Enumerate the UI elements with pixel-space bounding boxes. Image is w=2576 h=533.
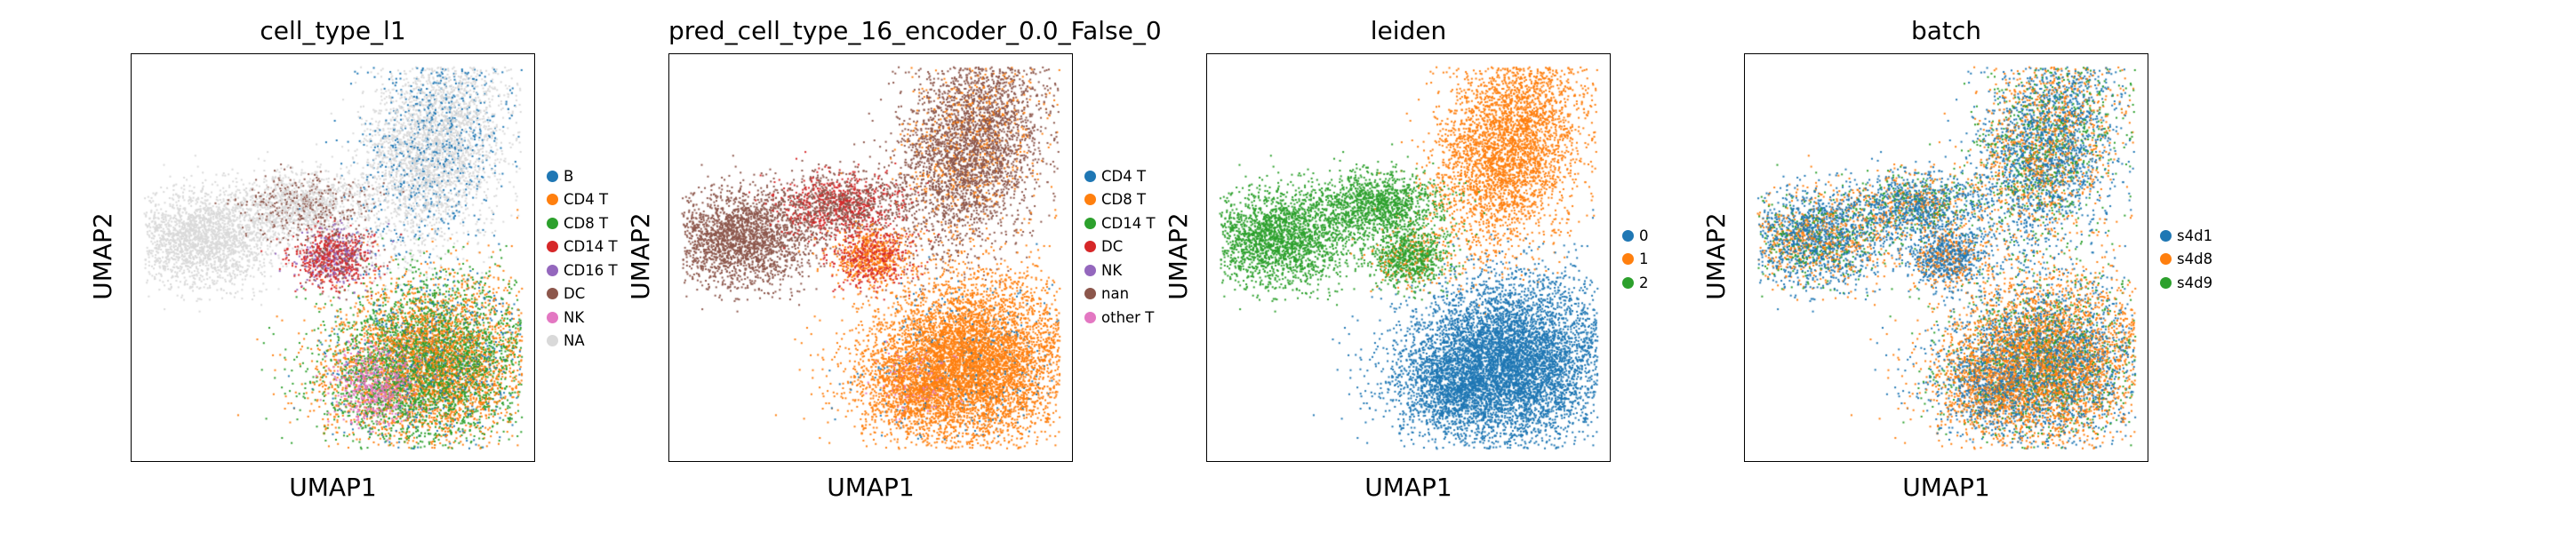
legend-item: other T: [1084, 306, 1156, 330]
legend-item: s4d8: [2160, 248, 2212, 272]
scatter-points: [132, 54, 533, 460]
umap-panel-batch: batch UMAP2 UMAP1 s4d1 s4d8 s4d9: [1700, 16, 2212, 502]
legend-swatch: [1084, 217, 1096, 229]
legend-item: 2: [1622, 271, 1649, 295]
legend-swatch: [1084, 170, 1096, 182]
legend-swatch: [547, 288, 558, 300]
legend-label: DC: [1101, 238, 1124, 256]
legend-swatch: [1622, 276, 1634, 289]
legend-swatch: [2160, 229, 2172, 242]
umap-panel-pred-cell-type: pred_cell_type_16_encoder_0.0_False_0 UM…: [0, 0, 1162, 533]
legend-label: s4d8: [2177, 251, 2213, 268]
legend-label: CD8 T: [564, 214, 609, 232]
legend-label: NK: [564, 308, 585, 326]
legend-swatch: [1622, 229, 1634, 242]
legend-item: NK: [1084, 259, 1156, 282]
x-axis-label: UMAP1: [1364, 473, 1452, 502]
legend-item: nan: [1084, 282, 1156, 306]
legend-item: 0: [1622, 224, 1649, 248]
legend-label: 2: [1639, 274, 1649, 291]
plot-title: batch: [1910, 16, 1982, 45]
legend-label: s4d9: [2177, 274, 2213, 291]
legend: B CD4 T CD8 T CD14 T CD16 T DC NK NA: [547, 164, 618, 353]
legend-item: CD4 T: [547, 188, 618, 212]
legend-item: CD8 T: [547, 211, 618, 235]
legend-swatch: [1084, 288, 1096, 300]
legend: 0 1 2: [1622, 224, 1649, 295]
legend-label: nan: [1101, 285, 1130, 303]
legend-label: CD14 T: [1101, 214, 1156, 232]
legend-swatch: [1084, 194, 1096, 206]
legend-label: NA: [564, 332, 585, 350]
x-axis-label: UMAP1: [1902, 473, 1990, 502]
legend-label: CD16 T: [564, 261, 618, 279]
legend-item: CD14 T: [547, 235, 618, 259]
scatter-plot-area: [131, 53, 535, 462]
legend-label: 0: [1639, 227, 1649, 244]
legend-swatch: [1084, 264, 1096, 276]
legend-label: B: [564, 167, 574, 185]
legend-item: CD16 T: [547, 259, 618, 282]
legend-swatch: [547, 194, 558, 206]
legend-item: CD8 T: [1084, 188, 1156, 212]
legend-item: B: [547, 164, 618, 188]
legend-swatch: [547, 311, 558, 323]
legend-label: s4d1: [2177, 227, 2213, 244]
legend-label: other T: [1101, 308, 1155, 326]
legend-label: DC: [564, 285, 586, 303]
legend-item: 1: [1622, 248, 1649, 272]
legend-swatch: [547, 264, 558, 276]
legend-swatch: [2160, 253, 2172, 266]
legend-label: 1: [1639, 251, 1649, 268]
legend-swatch: [1622, 253, 1634, 266]
umap-panel-cell-type: cell_type_l1 UMAP2 UMAP1 B CD4 T CD8 T CD14…: [0, 0, 618, 533]
legend-item: CD4 T: [1084, 164, 1156, 188]
scatter-points: [1745, 54, 2147, 460]
legend: s4d1 s4d8 s4d9: [2160, 224, 2212, 295]
scatter-points: [1207, 54, 1609, 460]
x-axis-label: UMAP1: [827, 473, 915, 502]
legend-swatch: [1084, 241, 1096, 253]
y-axis-label: UMAP2: [1700, 212, 1731, 300]
legend-swatch: [547, 170, 558, 182]
legend-swatch: [547, 241, 558, 253]
scatter-plot-area: [1744, 53, 2148, 462]
legend-swatch: [1084, 311, 1096, 323]
legend-label: NK: [1101, 261, 1123, 279]
legend-label: CD8 T: [1101, 191, 1147, 209]
legend-item: NA: [547, 330, 618, 354]
legend-item: s4d9: [2160, 271, 2212, 295]
legend-item: s4d1: [2160, 224, 2212, 248]
legend-item: NK: [547, 306, 618, 330]
legend-label: CD4 T: [564, 191, 609, 209]
legend-swatch: [547, 217, 558, 229]
legend-item: DC: [1084, 235, 1156, 259]
scatter-plot-area: [1206, 53, 1611, 462]
legend-item: DC: [547, 282, 618, 306]
legend-swatch: [2160, 276, 2172, 289]
legend: CD4 T CD8 T CD14 T DC NK nan other T: [1084, 164, 1156, 330]
plot-title: leiden: [1370, 16, 1447, 45]
x-axis-label: UMAP1: [289, 473, 377, 502]
legend-swatch: [547, 335, 558, 347]
scatter-points: [669, 54, 1071, 460]
plot-title: cell_type_l1: [260, 16, 406, 45]
legend-label: CD14 T: [564, 238, 618, 256]
legend-label: CD4 T: [1101, 167, 1147, 185]
scatter-plot-area: [668, 53, 1073, 462]
legend-item: CD14 T: [1084, 211, 1156, 235]
